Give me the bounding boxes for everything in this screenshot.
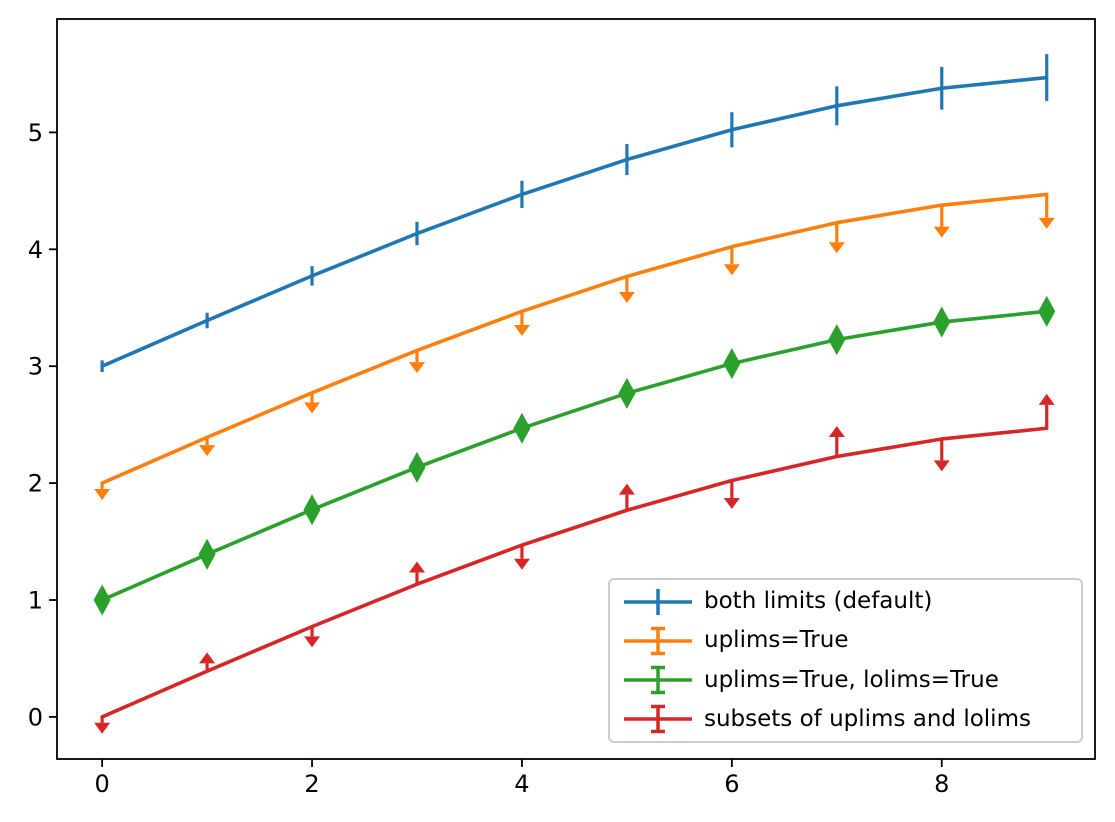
legend-label: subsets of uplims and lolims xyxy=(704,705,1031,732)
legend-label: uplims=True xyxy=(704,627,849,654)
up-arrow-icon xyxy=(618,483,635,495)
data-line xyxy=(100,426,1049,719)
y-tick-label: 5 xyxy=(28,119,43,147)
x-tick-label: 8 xyxy=(934,770,949,798)
down-arrow-icon xyxy=(828,242,845,254)
legend-label: uplims=True, lolims=True xyxy=(704,666,999,693)
down-arrow-icon xyxy=(94,722,111,734)
diamond-caret-icon xyxy=(513,412,531,444)
diamond-caret-icon xyxy=(723,348,741,380)
legend-label: both limits (default) xyxy=(704,588,933,615)
x-tick-label: 2 xyxy=(304,770,319,798)
up-arrow-icon xyxy=(408,561,425,573)
errorbar-key-icon xyxy=(624,588,692,615)
down-arrow-icon xyxy=(618,292,635,304)
up-arrow-icon xyxy=(199,652,216,664)
y-tick-label: 1 xyxy=(28,587,43,615)
x-tick-label: 0 xyxy=(94,770,109,798)
y-tick-label: 0 xyxy=(28,703,43,731)
down-arrow-icon xyxy=(199,445,216,457)
down-arrow-icon xyxy=(513,558,530,570)
legend: both limits (default) uplims=True uplims… xyxy=(608,578,1083,743)
y-tick-label: 4 xyxy=(28,236,43,264)
errorbar-key-icon xyxy=(624,705,692,734)
diamond-caret-icon xyxy=(933,306,951,338)
axes-spines xyxy=(56,18,1096,760)
diamond-caret-icon xyxy=(828,324,846,356)
down-arrow-icon xyxy=(1038,217,1055,229)
up-arrow-icon xyxy=(1038,393,1055,405)
y-tick-label: 2 xyxy=(28,470,43,498)
diamond-caret-icon xyxy=(1038,295,1056,327)
down-arrow-icon xyxy=(513,324,530,336)
down-arrow-icon xyxy=(94,488,111,500)
legend-entry: both limits (default) xyxy=(622,585,1073,619)
errorbar-key-icon xyxy=(624,665,692,695)
diamond-caret-icon xyxy=(93,584,111,616)
diamond-caret-icon xyxy=(618,377,636,409)
diamond-caret-icon xyxy=(408,451,426,483)
down-arrow-icon xyxy=(408,362,425,374)
data-line xyxy=(100,309,1049,602)
x-tick-label: 4 xyxy=(514,770,529,798)
down-arrow-icon xyxy=(304,402,321,414)
down-arrow-icon xyxy=(723,264,740,276)
data-line xyxy=(100,192,1049,485)
y-tick-label: 3 xyxy=(28,353,43,381)
legend-entry: subsets of uplims and lolims xyxy=(622,702,1073,736)
down-arrow-icon xyxy=(933,226,950,238)
down-arrow-icon xyxy=(723,498,740,510)
diamond-caret-icon xyxy=(303,494,321,526)
down-arrow-icon xyxy=(933,460,950,472)
legend-entry: uplims=True xyxy=(622,624,1073,658)
x-tick-label: 6 xyxy=(724,770,739,798)
errorbar-key-icon xyxy=(624,626,692,656)
up-arrow-icon xyxy=(828,426,845,438)
legend-entry: uplims=True, lolims=True xyxy=(622,663,1073,697)
down-arrow-icon xyxy=(304,636,321,648)
diamond-caret-icon xyxy=(198,538,216,570)
data-line xyxy=(100,75,1049,369)
